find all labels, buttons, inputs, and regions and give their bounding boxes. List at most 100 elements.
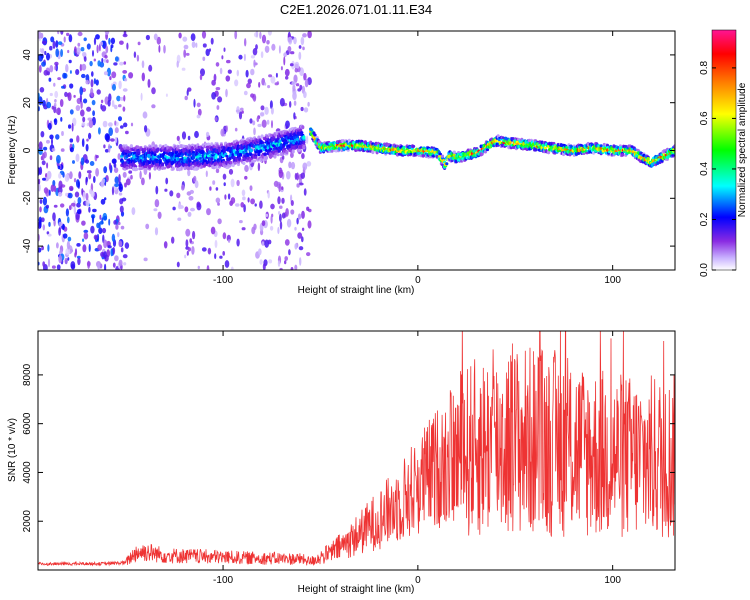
noise-speckle [46, 170, 52, 180]
noise-speckle [158, 45, 161, 53]
noise-speckle [269, 100, 273, 110]
noise-speckle [303, 91, 307, 99]
x-tick-label: 100 [604, 575, 621, 586]
noise-speckle [189, 238, 192, 243]
ridge-cell [261, 141, 265, 144]
noise-speckle [279, 267, 283, 270]
noise-speckle [257, 123, 262, 128]
noise-speckle [90, 190, 95, 198]
noise-speckle [217, 202, 220, 206]
ridge-cell [151, 144, 155, 148]
noise-speckle [48, 77, 52, 82]
noise-speckle [38, 53, 44, 62]
noise-speckle [68, 34, 73, 43]
noise-speckle [99, 220, 104, 225]
noise-speckle [53, 82, 56, 87]
spectrogram-axes: -100 0 100 -40 -20 0 20 40 [22, 31, 675, 286]
noise-speckle [67, 236, 72, 242]
noise-speckle [60, 117, 63, 122]
noise-speckle [123, 95, 126, 102]
noise-speckle [215, 168, 220, 174]
noise-speckle [244, 164, 249, 173]
noise-speckle [301, 236, 304, 243]
noise-speckle [261, 220, 266, 227]
noise-speckle [286, 218, 292, 228]
noise-speckle [130, 122, 134, 127]
noise-speckle [236, 179, 240, 187]
snr-y-label: SNR (10 * v/v) [7, 418, 18, 482]
noise-speckle [185, 52, 190, 56]
noise-speckle [122, 88, 128, 92]
noise-speckle [215, 197, 221, 204]
noise-speckle [226, 59, 231, 64]
snr-axes: -100 0 100 2000 4000 6000 8000 [22, 331, 675, 586]
noise-speckle [99, 41, 104, 46]
noise-speckle [90, 79, 94, 88]
noise-speckle [295, 83, 300, 87]
noise-speckle [81, 51, 87, 57]
noise-speckle [250, 55, 255, 59]
noise-speckle [289, 101, 292, 108]
noise-speckle [303, 188, 307, 196]
noise-speckle [40, 131, 45, 138]
ridge-cell [637, 149, 641, 153]
ridge-cell [263, 152, 267, 157]
noise-speckle [187, 247, 191, 252]
ridge-cell [206, 142, 211, 147]
noise-speckle [301, 227, 305, 231]
noise-speckle [55, 109, 59, 114]
noise-speckle [91, 214, 95, 224]
noise-speckle [253, 127, 256, 136]
ridge-cell [313, 133, 317, 137]
noise-speckle [47, 122, 52, 130]
noise-speckle [69, 138, 74, 143]
noise-speckle [255, 31, 259, 38]
noise-speckle [222, 232, 227, 240]
noise-speckle [294, 243, 298, 250]
noise-speckle [217, 96, 223, 103]
ridge-cell [291, 149, 295, 154]
ridge-cell [300, 131, 304, 135]
noise-speckle [249, 118, 253, 124]
noise-speckle [73, 178, 77, 183]
noise-speckle [78, 171, 82, 179]
noise-speckle [104, 133, 110, 141]
noise-speckle [259, 31, 262, 39]
noise-speckle [46, 52, 50, 61]
noise-speckle [151, 87, 156, 95]
noise-speckle [266, 40, 270, 45]
noise-speckle [38, 31, 42, 39]
noise-speckle [206, 265, 210, 270]
ridge-cell [440, 154, 445, 158]
noise-speckle [88, 206, 91, 213]
noise-speckle [41, 217, 45, 223]
noise-speckle [111, 100, 115, 108]
noise-speckle [194, 180, 199, 189]
noise-speckle [48, 221, 51, 227]
ridge-cell [620, 153, 625, 157]
ridge-cell [143, 157, 147, 162]
noise-speckle [267, 191, 270, 199]
noise-speckle [270, 107, 274, 115]
noise-speckle [46, 139, 50, 144]
noise-speckle [303, 72, 307, 81]
noise-speckle [225, 88, 228, 98]
noise-speckle [118, 240, 123, 248]
noise-speckle [58, 221, 63, 227]
noise-speckle [201, 247, 207, 252]
noise-speckle [277, 196, 281, 205]
noise-speckle [267, 85, 271, 89]
noise-speckle [299, 257, 302, 266]
noise-speckle [279, 213, 282, 222]
noise-speckle [46, 101, 52, 109]
noise-speckle [163, 44, 166, 54]
noise-speckle [54, 61, 59, 66]
noise-speckle [56, 242, 59, 249]
noise-speckle [73, 206, 77, 215]
noise-speckle [285, 126, 288, 129]
noise-speckle [178, 32, 182, 39]
noise-speckle [65, 208, 69, 217]
colorbar-tick-label: 0.8 [699, 61, 710, 75]
ridge-cell [171, 166, 175, 171]
noise-speckle [305, 135, 309, 144]
